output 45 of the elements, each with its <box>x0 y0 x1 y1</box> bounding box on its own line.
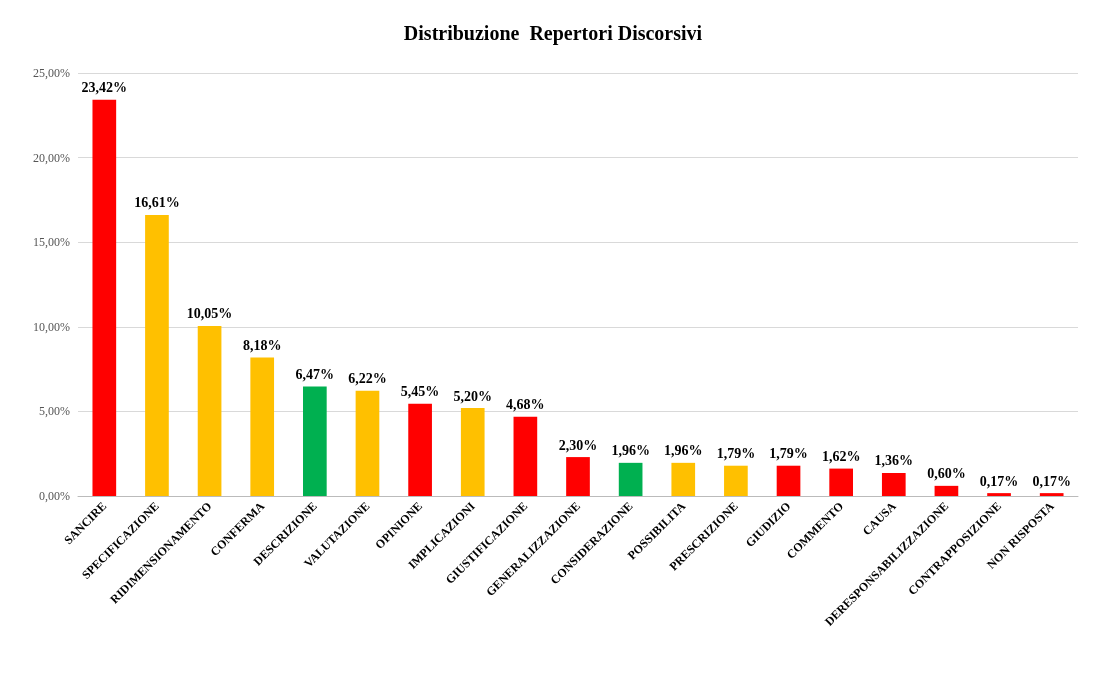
bar <box>92 99 117 496</box>
bar <box>408 403 432 496</box>
y-tick-label: 15,00% <box>33 235 70 250</box>
y-tick-label: 25,00% <box>33 66 70 80</box>
y-tick-label: 0,00% <box>39 489 70 503</box>
bar <box>460 408 485 496</box>
data-label: 1,62% <box>821 449 861 465</box>
data-label: 23,42% <box>81 80 128 96</box>
bar <box>776 465 801 496</box>
data-label: 5,20% <box>453 388 492 404</box>
y-tick-label: 5,00% <box>39 404 70 419</box>
bar <box>303 386 327 496</box>
bar <box>829 468 853 496</box>
bar <box>671 462 696 496</box>
data-label: 10,05% <box>186 306 233 322</box>
bar <box>566 457 590 496</box>
data-label: 0,17% <box>1032 473 1071 489</box>
bar <box>1039 493 1064 496</box>
bar <box>724 465 748 496</box>
data-label: 1,96% <box>664 443 703 459</box>
data-label: 6,22% <box>348 371 387 387</box>
data-label: 1,79% <box>769 446 808 462</box>
data-label: 16,61% <box>134 195 180 211</box>
bar <box>145 214 169 496</box>
data-label: 0,60% <box>927 466 966 482</box>
bar <box>197 325 222 496</box>
data-label: 1,96% <box>611 443 650 459</box>
y-tick-label: 10,00% <box>33 319 70 334</box>
bar <box>618 462 643 496</box>
data-label: 1,79% <box>716 446 756 462</box>
data-label: 8,18% <box>242 338 282 354</box>
data-label: 6,47% <box>295 367 335 383</box>
bar <box>355 390 380 496</box>
data-label: 4,68% <box>506 397 545 413</box>
data-label: 1,36% <box>874 453 914 469</box>
bar <box>513 416 538 496</box>
bar <box>934 485 959 496</box>
bar <box>881 472 906 496</box>
data-label: 0,17% <box>979 473 1019 489</box>
bar <box>250 357 275 496</box>
data-label: 5,45% <box>400 384 440 400</box>
y-tick-label: 20,00% <box>33 150 70 165</box>
bar <box>987 493 1011 496</box>
data-label: 2,30% <box>558 437 598 453</box>
chart-title: Distribuzione Repertori Discorsivi <box>403 22 703 45</box>
